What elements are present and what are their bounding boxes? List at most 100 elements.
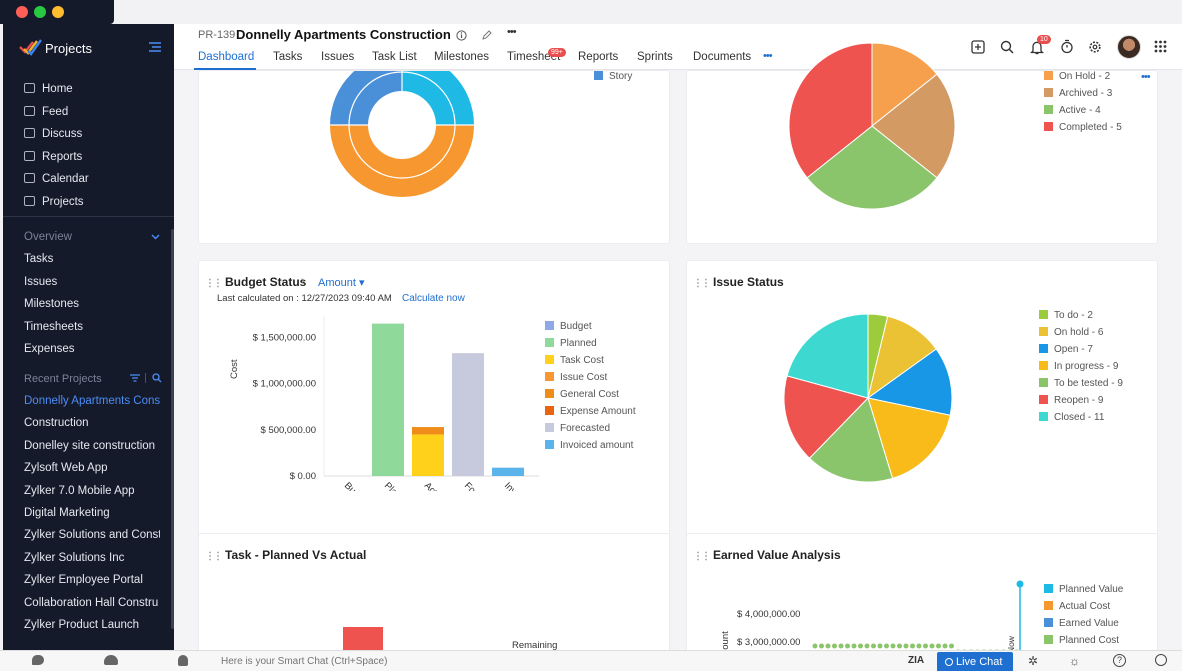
legend-item: Expense Amount [545,406,636,417]
recent-project-item[interactable]: Zylker Employee Portal [24,574,143,587]
tab-tasks[interactable]: Tasks [273,51,303,63]
filter-icon[interactable] [130,373,140,383]
search-icon[interactable] [1000,40,1014,54]
tab-task-list[interactable]: Task List [372,51,417,63]
legend-label: To be tested - 9 [1054,378,1123,389]
more-actions-icon[interactable]: ••• [507,26,517,38]
pie-slice-reopen[interactable] [783,375,869,459]
help-icon[interactable]: ? [1113,654,1126,667]
more-tabs-icon[interactable]: ••• [763,50,773,62]
chart-bar[interactable] [492,467,524,476]
sidebar-item-calendar[interactable]: Calendar [24,173,160,185]
recent-project-item[interactable]: Zylker 7.0 Mobile App [24,484,135,497]
drag-handle-icon[interactable]: ⋮⋮ [693,551,711,562]
pie-slice-closed[interactable] [786,313,869,399]
overview-item-timesheets[interactable]: Timesheets [24,320,84,333]
search-icon[interactable] [152,373,162,383]
zoom-window-button[interactable] [34,6,46,18]
recent-project-item[interactable]: Digital Marketing [24,507,110,519]
overview-heading[interactable]: Overview [24,231,72,243]
recent-project-item[interactable]: Collaboration Hall Constru [24,596,159,609]
tab-timesheet[interactable]: Timesheet [507,51,561,63]
timer-icon[interactable] [1060,39,1074,54]
zoom-search-icon[interactable] [1155,654,1167,666]
legend-label: Expense Amount [560,406,636,417]
contacts-icon[interactable] [104,655,118,665]
pie-slice-completed[interactable] [788,42,873,179]
pie-slice-in-progress[interactable] [867,397,951,479]
gear-icon[interactable] [1088,40,1102,54]
chart-point [858,643,863,649]
drag-handle-icon[interactable]: ⋮⋮ [205,551,223,562]
recent-project-item[interactable]: Construction [24,417,89,430]
close-window-button[interactable] [16,6,28,18]
drag-handle-icon[interactable]: ⋮⋮ [693,278,711,289]
sidebar-item-reports[interactable]: Reports [24,150,160,163]
more-options-icon[interactable]: ••• [1141,71,1151,83]
x-tick-label: Actual [422,480,448,491]
overview-item-issues[interactable]: Issues [24,275,58,288]
app-grid-icon[interactable] [1154,40,1167,53]
tab-milestones[interactable]: Milestones [434,51,489,63]
tab-documents[interactable]: Documents [693,51,752,63]
chevron-down-icon[interactable] [151,234,160,240]
recent-project-item[interactable]: Zylsoft Web App [24,462,108,475]
smart-chat-input[interactable] [221,653,671,670]
pie-slice-archived[interactable] [871,73,956,179]
recent-project-item[interactable]: Zylker Solutions and Const [24,529,160,542]
chart-bar[interactable] [412,434,444,476]
user-icon[interactable] [178,655,188,666]
window-titlebar [0,0,114,24]
overview-item-milestones[interactable]: Milestones [24,298,79,310]
legend-label: Closed - 11 [1054,412,1105,423]
legend-swatch [1044,105,1053,114]
tab-issues[interactable]: Issues [321,51,355,63]
x-tick-label: Budget [342,480,371,491]
legend-item: Active - 4 [1044,105,1101,116]
overview-item-expenses[interactable]: Expenses [24,343,75,355]
smart-chat-bar: ZIA Live Chat ✲ ☼ ? [0,650,1182,671]
drag-handle-icon[interactable]: ⋮⋮ [205,278,223,289]
project-name: Donnelly Apartments Construction [236,27,451,42]
chart-point [871,643,876,649]
info-icon[interactable] [456,30,467,41]
pie-slice-to-be-tested[interactable] [808,397,894,483]
calculate-now-link[interactable]: Calculate now [402,293,465,304]
sidebar-item-home[interactable]: Home [24,83,160,95]
add-icon[interactable] [971,40,985,54]
minimize-window-button[interactable] [52,6,64,18]
sidebar-item-projects[interactable]: Projects [24,195,160,208]
scrollbar[interactable] [171,229,174,629]
recent-project-item[interactable]: Zylker Solutions Inc [24,551,125,564]
chart-point [923,643,928,649]
avatar[interactable] [1117,35,1141,59]
chart-bar[interactable] [412,427,444,435]
chat-icon[interactable] [32,655,44,665]
live-chat-button[interactable]: Live Chat [937,652,1013,671]
amount-dropdown[interactable]: Amount ▾ [318,277,365,289]
tab-active-underline [194,68,256,70]
chart-point [845,643,850,649]
tab-dashboard[interactable]: Dashboard [198,51,255,63]
tab-reports[interactable]: Reports [578,51,619,63]
recent-project-item[interactable]: Donelley site construction [24,439,156,452]
edit-icon[interactable] [481,30,492,41]
recent-project-item[interactable]: Donnelly Apartments Cons [24,395,160,407]
donut-segment [402,71,474,125]
sidebar-item-feed[interactable]: Feed [24,105,160,118]
pie-slice-active[interactable] [806,125,938,210]
task-planned-title: Task - Planned Vs Actual [225,548,367,562]
weather-icon[interactable]: ☼ [1069,654,1080,668]
sidebar-item-discuss[interactable]: Discuss [24,128,160,140]
chevron-right-icon[interactable]: › [301,275,305,287]
pie-slice-on-hold[interactable] [871,42,938,128]
pie-slice-open[interactable] [866,348,953,416]
tab-sprints[interactable]: Sprints [637,51,673,63]
mute-icon[interactable]: ✲ [1028,654,1039,668]
collapse-menu-icon[interactable] [149,42,161,52]
overview-item-tasks[interactable]: Tasks [24,253,54,265]
chart-bar[interactable] [452,353,484,476]
zia-icon[interactable]: ZIA [908,655,925,666]
recent-project-item[interactable]: Zylker Product Launch [24,619,140,631]
chart-bar[interactable] [372,323,404,476]
